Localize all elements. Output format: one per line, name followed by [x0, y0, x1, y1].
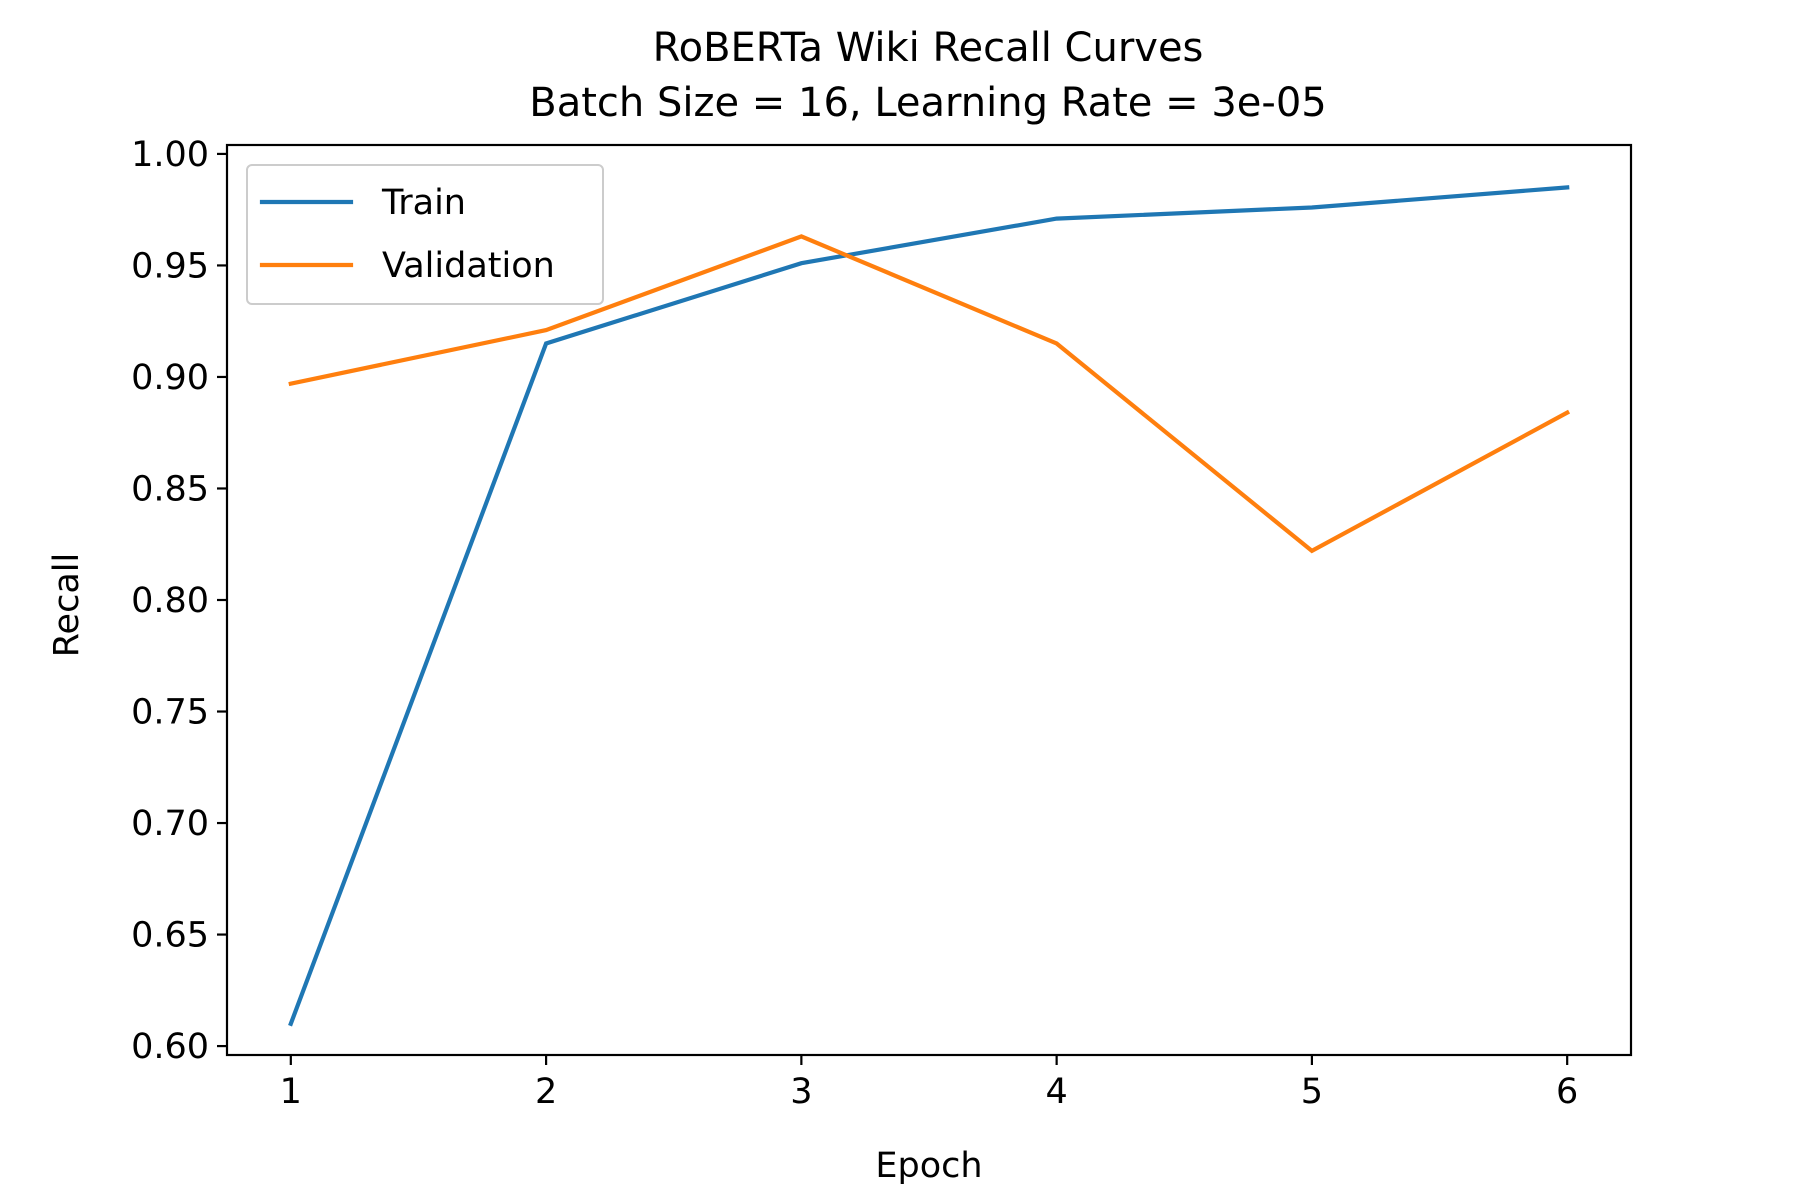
x-axis-label: Epoch	[875, 1146, 982, 1186]
legend-label-train: Train	[381, 183, 466, 223]
chart-title: RoBERTa Wiki Recall Curves	[653, 25, 1204, 71]
x-tick-label: 4	[1045, 1072, 1067, 1112]
x-tick-label: 2	[535, 1072, 557, 1112]
y-tick-label: 0.85	[131, 469, 209, 509]
y-axis-ticks: 0.60 0.65 0.70 0.75 0.80 0.85 0.90 0.95 1.00	[131, 135, 227, 1067]
legend-label-validation: Validation	[382, 246, 555, 286]
y-tick-label: 0.80	[131, 581, 209, 621]
y-tick-label: 0.75	[131, 693, 209, 733]
y-axis-label: Recall	[47, 553, 87, 657]
y-tick-label: 0.60	[131, 1027, 209, 1067]
x-tick-label: 1	[280, 1072, 302, 1112]
validation-series-line	[288, 234, 1571, 554]
plot-frame	[225, 143, 1633, 1057]
x-tick-label: 3	[790, 1072, 812, 1112]
chart-subtitle: Batch Size = 16, Learning Rate = 3e-05	[529, 80, 1327, 126]
x-axis-ticks: 1 2 3 4 5 6	[280, 1055, 1578, 1112]
series-lines	[288, 185, 1571, 1027]
y-tick-label: 1.00	[131, 135, 209, 175]
y-tick-label: 0.65	[131, 916, 209, 956]
legend-items: Train Validation	[259, 183, 555, 286]
x-tick-label: 5	[1301, 1072, 1323, 1112]
y-tick-label: 0.95	[131, 246, 209, 286]
y-tick-label: 0.70	[131, 804, 209, 844]
x-tick-label: 6	[1556, 1072, 1578, 1112]
train-series-line	[288, 185, 1570, 1027]
legend: Train Validation	[246, 164, 604, 305]
y-tick-label: 0.90	[131, 358, 209, 398]
legend-frame	[246, 164, 604, 305]
